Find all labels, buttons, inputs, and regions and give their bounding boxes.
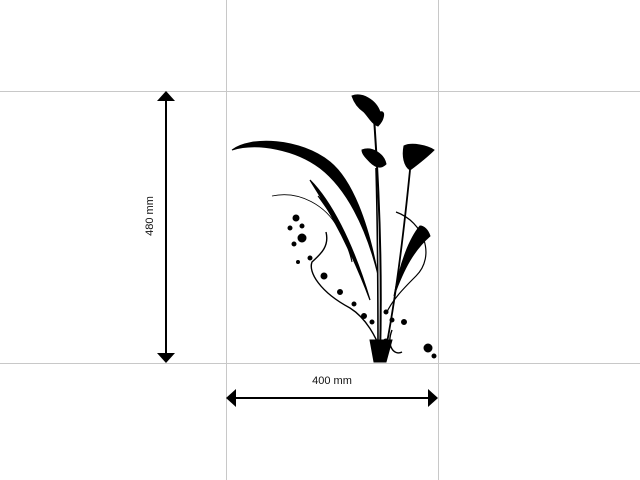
flower-middle-left <box>361 148 387 168</box>
dot <box>287 225 293 231</box>
dot <box>423 343 433 353</box>
guide-line-top <box>0 91 640 92</box>
dot <box>291 241 297 247</box>
stem-2 <box>375 167 379 359</box>
guide-line-right <box>438 0 439 480</box>
width-dimension-arrow <box>226 389 438 407</box>
dot <box>383 309 389 315</box>
dot <box>337 289 343 295</box>
grass-stroke-thin <box>271 194 339 229</box>
dot <box>361 313 367 319</box>
height-dimension-arrow <box>157 91 175 363</box>
dot <box>297 233 307 243</box>
flower-middle-right <box>402 143 435 171</box>
leaf-right <box>393 225 431 297</box>
leaf-inner <box>317 195 353 263</box>
width-dimension-label: 400 mm <box>312 375 352 387</box>
dot <box>401 319 407 325</box>
guide-line-left <box>226 0 227 480</box>
dot <box>296 260 300 264</box>
dot <box>369 319 375 325</box>
dot <box>351 301 357 307</box>
dot <box>320 272 328 280</box>
dot <box>292 214 300 222</box>
guide-line-bottom <box>0 363 640 364</box>
stem-3 <box>383 169 411 359</box>
dot <box>431 353 437 359</box>
swirl-left <box>310 231 385 359</box>
dot <box>299 223 305 229</box>
dot <box>307 255 313 261</box>
flower-top <box>351 94 385 127</box>
sweeping-leaf-left <box>231 140 379 276</box>
stem-1 <box>373 117 382 359</box>
swirl-bottom <box>389 329 403 354</box>
dot <box>382 338 390 346</box>
dot <box>389 317 395 323</box>
